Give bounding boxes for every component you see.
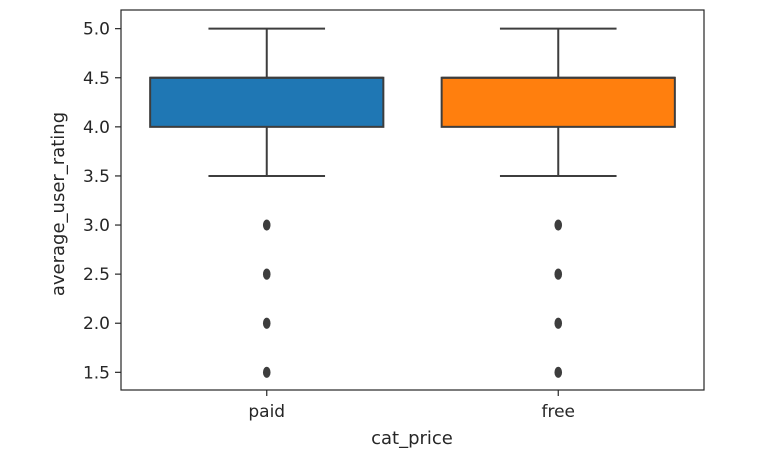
outlier-point	[262, 366, 271, 378]
box-group-free	[440, 27, 676, 378]
y-tick-label: 4.0	[83, 118, 110, 138]
outlier-point	[554, 317, 563, 329]
x-tick-label-paid: paid	[248, 402, 285, 422]
y-tick-label: 2.0	[83, 314, 110, 334]
y-tick-label: 2.5	[83, 265, 110, 285]
y-tick-label: 1.5	[83, 363, 110, 383]
x-axis-title: cat_price	[371, 428, 453, 449]
y-tick-label: 3.5	[83, 167, 110, 187]
box-iqr	[149, 76, 385, 128]
box-group-paid	[149, 27, 385, 378]
outlier-point	[554, 366, 563, 378]
plot-frame	[120, 9, 705, 391]
y-axis: 1.5 2.0 2.5 3.0 3.5 4.0 4.5 5.0	[83, 20, 121, 383]
y-axis-title: average_user_rating	[48, 112, 69, 296]
outlier-point	[262, 219, 271, 231]
y-tick-label: 4.5	[83, 69, 110, 89]
box-iqr	[440, 76, 676, 128]
outlier-point	[554, 219, 563, 231]
x-tick-label-free: free	[541, 402, 575, 422]
y-tick-label: 5.0	[83, 20, 110, 40]
x-axis: paid free	[248, 390, 575, 422]
outlier-point	[554, 268, 563, 280]
outlier-point	[262, 268, 271, 280]
plot-content	[149, 27, 676, 378]
outlier-point	[262, 317, 271, 329]
y-tick-label: 3.0	[83, 216, 110, 236]
